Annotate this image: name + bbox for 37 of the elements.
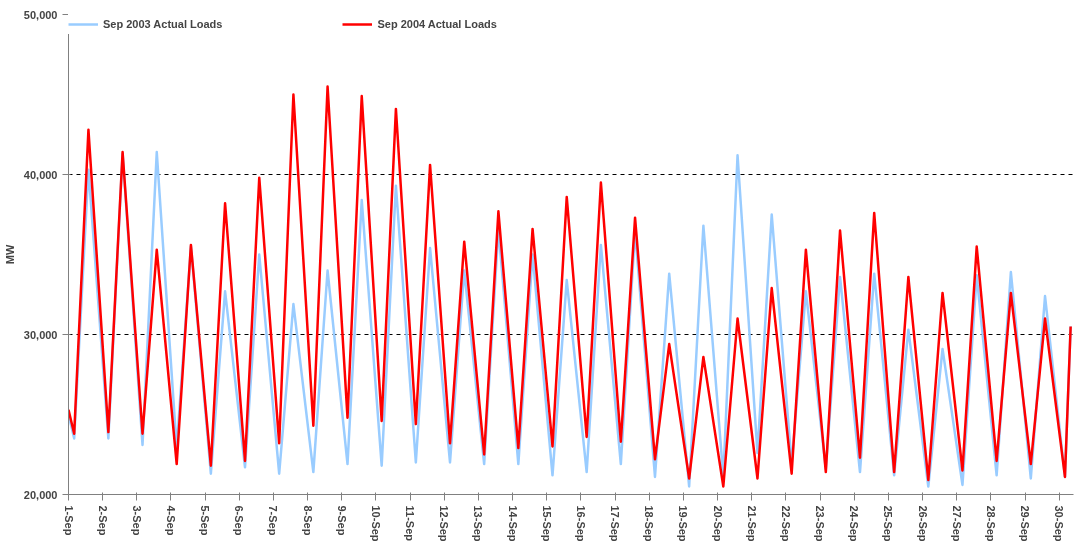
y-tick-label: 20,000	[23, 488, 58, 501]
x-tick-label: 16-Sep	[574, 505, 587, 542]
y-tick-label: 30,000	[23, 328, 58, 341]
x-tick-label: 11-Sep	[404, 505, 417, 542]
x-tick-label: 14-Sep	[506, 505, 519, 542]
legend-label: Sep 2003 Actual Loads	[103, 18, 223, 30]
x-tick-label: 29-Sep	[1019, 505, 1032, 542]
x-tick-label: 12-Sep	[438, 505, 451, 542]
x-tick-label: 1-Sep	[62, 505, 75, 536]
x-tick-label: 17-Sep	[609, 505, 622, 542]
x-tick-label: 30-Sep	[1053, 505, 1066, 542]
x-tick-label: 27-Sep	[950, 505, 963, 542]
x-tick-label: 5-Sep	[199, 505, 212, 536]
x-tick-label: 28-Sep	[984, 505, 997, 542]
x-tick-label: 8-Sep	[301, 505, 314, 536]
x-tick-label: 3-Sep	[130, 505, 143, 536]
x-tick-label: 4-Sep	[164, 505, 177, 536]
x-tick-label: 15-Sep	[540, 505, 553, 542]
x-tick-label: 21-Sep	[745, 505, 758, 542]
y-tick-label: 40,000	[23, 168, 58, 181]
y-tick-label: 50,000	[23, 8, 58, 21]
legend-label: Sep 2004 Actual Loads	[377, 18, 497, 30]
x-tick-label: 19-Sep	[677, 505, 690, 542]
x-tick-label: 13-Sep	[472, 505, 485, 542]
y-axis-title: MW	[3, 244, 16, 265]
x-tick-label: 22-Sep	[779, 505, 792, 542]
x-tick-label: 18-Sep	[643, 505, 656, 542]
x-tick-label: 23-Sep	[814, 505, 827, 542]
x-tick-label: 20-Sep	[711, 505, 724, 542]
x-tick-label: 26-Sep	[916, 505, 929, 542]
x-tick-label: 25-Sep	[882, 505, 895, 542]
x-tick-label: 24-Sep	[848, 505, 861, 542]
x-tick-label: 9-Sep	[335, 505, 348, 536]
x-tick-label: 2-Sep	[96, 505, 109, 536]
x-tick-label: 7-Sep	[267, 505, 280, 536]
x-tick-label: 6-Sep	[233, 505, 246, 536]
x-tick-label: 10-Sep	[369, 505, 382, 542]
